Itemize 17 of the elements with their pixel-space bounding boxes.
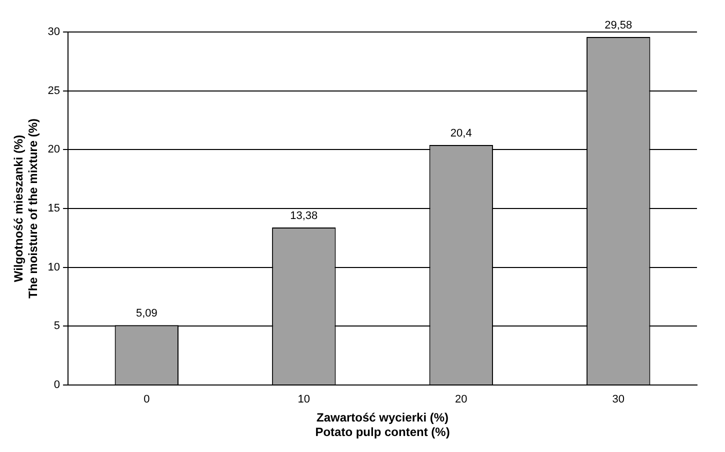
data-label: 20,4	[450, 127, 472, 140]
x-tick-label: 30	[612, 394, 625, 406]
y-tick-label: 5	[54, 320, 60, 332]
x-tick-label: 10	[298, 394, 310, 406]
y-tick-label: 25	[48, 84, 60, 97]
x-tick-label: 0	[144, 394, 150, 406]
y-tick-label: 10	[48, 261, 60, 274]
y-tick-label: 30	[48, 26, 60, 38]
data-label: 13,38	[290, 210, 318, 222]
y-tick-label: 15	[48, 202, 60, 215]
y-tick-label: 0	[54, 379, 60, 392]
x-axis-title: Zawartość wycierki (%) Potato pulp content (%)	[315, 410, 450, 440]
y-axis-title: Wilgotność mieszanki (%) The moisture of the mixture (%)	[12, 118, 40, 299]
data-label: 29,58	[604, 19, 632, 32]
x-tick-label: 20	[455, 394, 468, 406]
data-label: 5,09	[136, 308, 158, 320]
y-tick-label: 20	[48, 144, 60, 156]
